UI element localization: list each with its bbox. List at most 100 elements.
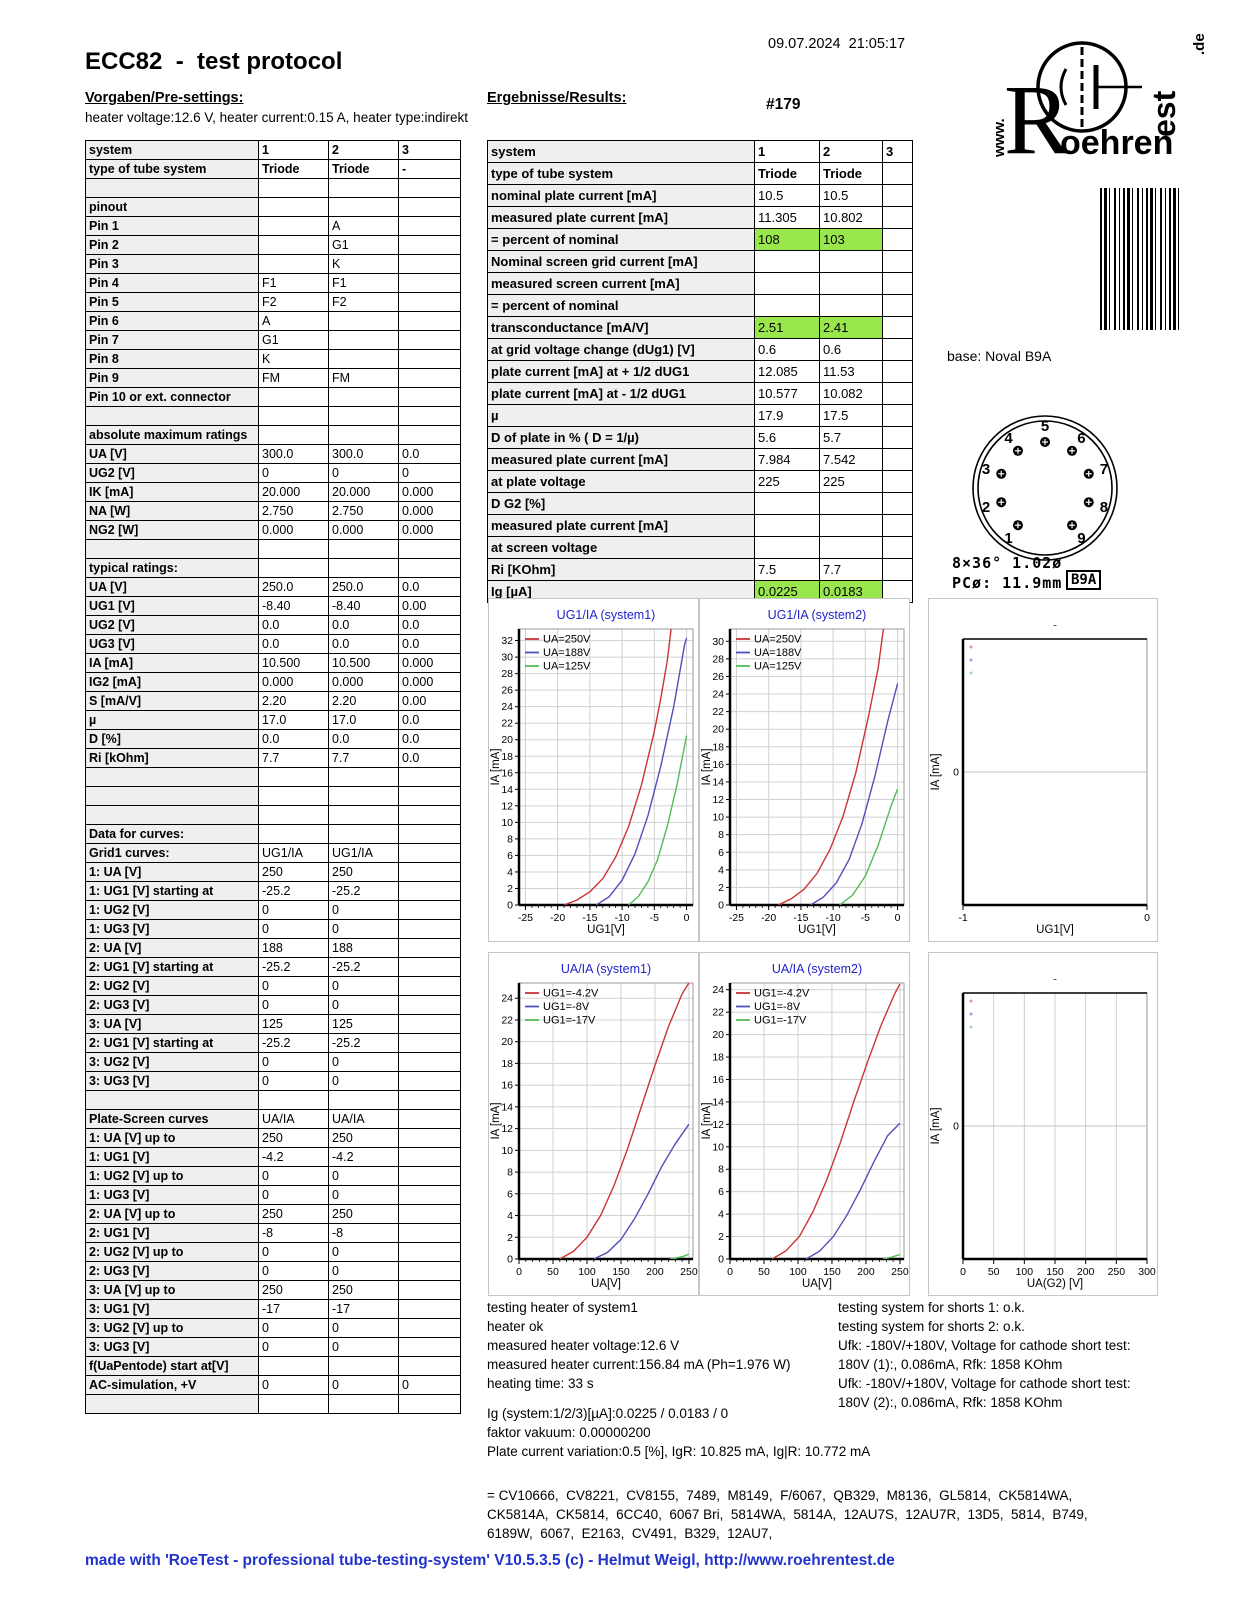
value-cell: -25.2: [328, 1033, 399, 1053]
chart-text: 6: [507, 1188, 513, 1200]
chart-title: UG1/IA (system1): [557, 608, 656, 622]
chart-text: 30: [501, 652, 513, 664]
chart-text: 2: [718, 882, 724, 894]
row-label: IG2 [mA]: [85, 672, 259, 692]
value-cell: [328, 178, 399, 198]
socket-inner-ring: [977, 420, 1113, 556]
chart-text: 20: [712, 724, 724, 736]
value-cell: 0: [328, 900, 399, 920]
value-cell: 0.000: [398, 653, 461, 673]
chart-text: -20: [761, 912, 776, 924]
table-row: UG2 [V] 0 0 0: [85, 463, 461, 483]
value-cell: 0.0: [328, 615, 399, 635]
value-cell: -8: [258, 1223, 329, 1243]
value-cell: 0: [328, 1337, 399, 1357]
table-row: at screen voltage: [487, 536, 913, 559]
row-label: [85, 406, 259, 426]
chart-text: 50: [547, 1266, 559, 1278]
row-label: type of tube system: [85, 159, 259, 179]
results-table: system 1 2 3 type of tube system Triode Triode…: [487, 140, 913, 603]
value-cell: [328, 425, 399, 445]
value-cell: -17: [258, 1299, 329, 1319]
value-cell: 0: [328, 1261, 399, 1281]
value-cell: 5.7: [819, 426, 883, 449]
value-cell: 225: [819, 470, 883, 493]
row-label: = percent of nominal: [487, 294, 755, 317]
chart-text: 24: [501, 993, 513, 1005]
chart-text: 0: [960, 1266, 966, 1278]
row-label: 1: UA [V] up to: [85, 1128, 259, 1148]
row-label: 1: UG1 [V] starting at: [85, 881, 259, 901]
value-cell: [882, 316, 913, 339]
chart-text: 50: [758, 1266, 770, 1278]
curve-UG1=-8V: [805, 1122, 901, 1259]
value-cell: -25.2: [258, 957, 329, 977]
value-cell: [398, 1090, 461, 1110]
legend-label: UA=250V: [543, 634, 591, 646]
value-cell: 0.0: [398, 615, 461, 635]
chart-text: -10: [615, 912, 630, 924]
chart-text: 50: [988, 1266, 1000, 1278]
presettings-heading: Vorgaben/Pre-settings:: [85, 90, 244, 106]
table-row: type of tube system Triode Triode: [487, 162, 913, 185]
value-cell: [398, 558, 461, 578]
table-row: [85, 178, 461, 198]
table-row: IK [mA] 20.000 20.000 0.000: [85, 482, 461, 502]
value-cell: [328, 311, 399, 331]
value-cell: Triode: [328, 159, 399, 179]
row-label: 3: UG3 [V]: [85, 1337, 259, 1357]
table-row: Pin 4 F1 F1: [85, 273, 461, 293]
serial-number: #179: [766, 96, 801, 113]
table-row: measured screen current [mA]: [487, 272, 913, 295]
table-row: 1: UG2 [V] 0 0: [85, 900, 461, 920]
value-cell: [258, 178, 329, 198]
legend-label: UA=125V: [543, 661, 591, 673]
value-cell: [398, 1204, 461, 1224]
value-cell: 188: [258, 938, 329, 958]
table-row: pinout: [85, 197, 461, 217]
table-row: D [%] 0.0 0.0 0.0: [85, 729, 461, 749]
chart-text: 26: [712, 671, 724, 683]
table-row: 2: UG2 [V] up to 0 0: [85, 1242, 461, 1262]
chart-text: 14: [712, 1096, 724, 1108]
socket-dimensions-line1: 8×36° 1.02ø: [952, 554, 1063, 572]
value-cell: [398, 957, 461, 977]
value-cell: 0.000: [328, 520, 399, 540]
chart-empty-ug1: 0 -1 0 - UG1[V] IA [mA]: [928, 598, 1158, 942]
value-cell: 2: [328, 140, 399, 160]
value-cell: [882, 448, 913, 471]
value-cell: [398, 216, 461, 236]
table-row: NA [W] 2.750 2.750 0.000: [85, 501, 461, 521]
value-cell: 225: [754, 470, 820, 493]
page-title: ECC82 - test protocol: [85, 48, 343, 75]
table-row: 2: UG1 [V] starting at -25.2 -25.2: [85, 1033, 461, 1053]
value-cell: [398, 862, 461, 882]
row-label: Pin 1: [85, 216, 259, 236]
table-row: type of tube system Triode Triode -: [85, 159, 461, 179]
value-cell: 0.000: [398, 520, 461, 540]
chart-text: 16: [501, 767, 513, 779]
value-cell: [754, 294, 820, 317]
value-cell: [882, 558, 913, 581]
table-row: 2: UG1 [V] -8 -8: [85, 1223, 461, 1243]
row-label: 2: UA [V]: [85, 938, 259, 958]
value-cell: 7.7: [258, 748, 329, 768]
table-row: 3: UG3 [V] 0 0: [85, 1337, 461, 1357]
row-label: Nominal screen grid current [mA]: [487, 250, 755, 273]
chart-text: 4: [507, 1210, 513, 1222]
value-cell: F1: [258, 273, 329, 293]
row-label: typical ratings:: [85, 558, 259, 578]
pin-number: 5: [1041, 418, 1049, 435]
roehrentest-logo: R oehren www. est .de: [991, 33, 1208, 160]
note-line: 180V (2):, 0.086mA, Rfk: 1858 KOhm: [838, 1395, 1063, 1410]
chart-text: 22: [501, 1014, 513, 1026]
chart-text: 12: [501, 800, 513, 812]
value-cell: [258, 425, 329, 445]
curve-UA=250V: [777, 629, 885, 905]
value-cell: 250.0: [258, 577, 329, 597]
table-row: 2: UG3 [V] 0 0: [85, 995, 461, 1015]
table-row: 2: UG3 [V] 0 0: [85, 1261, 461, 1281]
logo-cathode-icon: [1059, 68, 1068, 106]
value-cell: 250.0: [328, 577, 399, 597]
chart-text: 2: [507, 1232, 513, 1244]
